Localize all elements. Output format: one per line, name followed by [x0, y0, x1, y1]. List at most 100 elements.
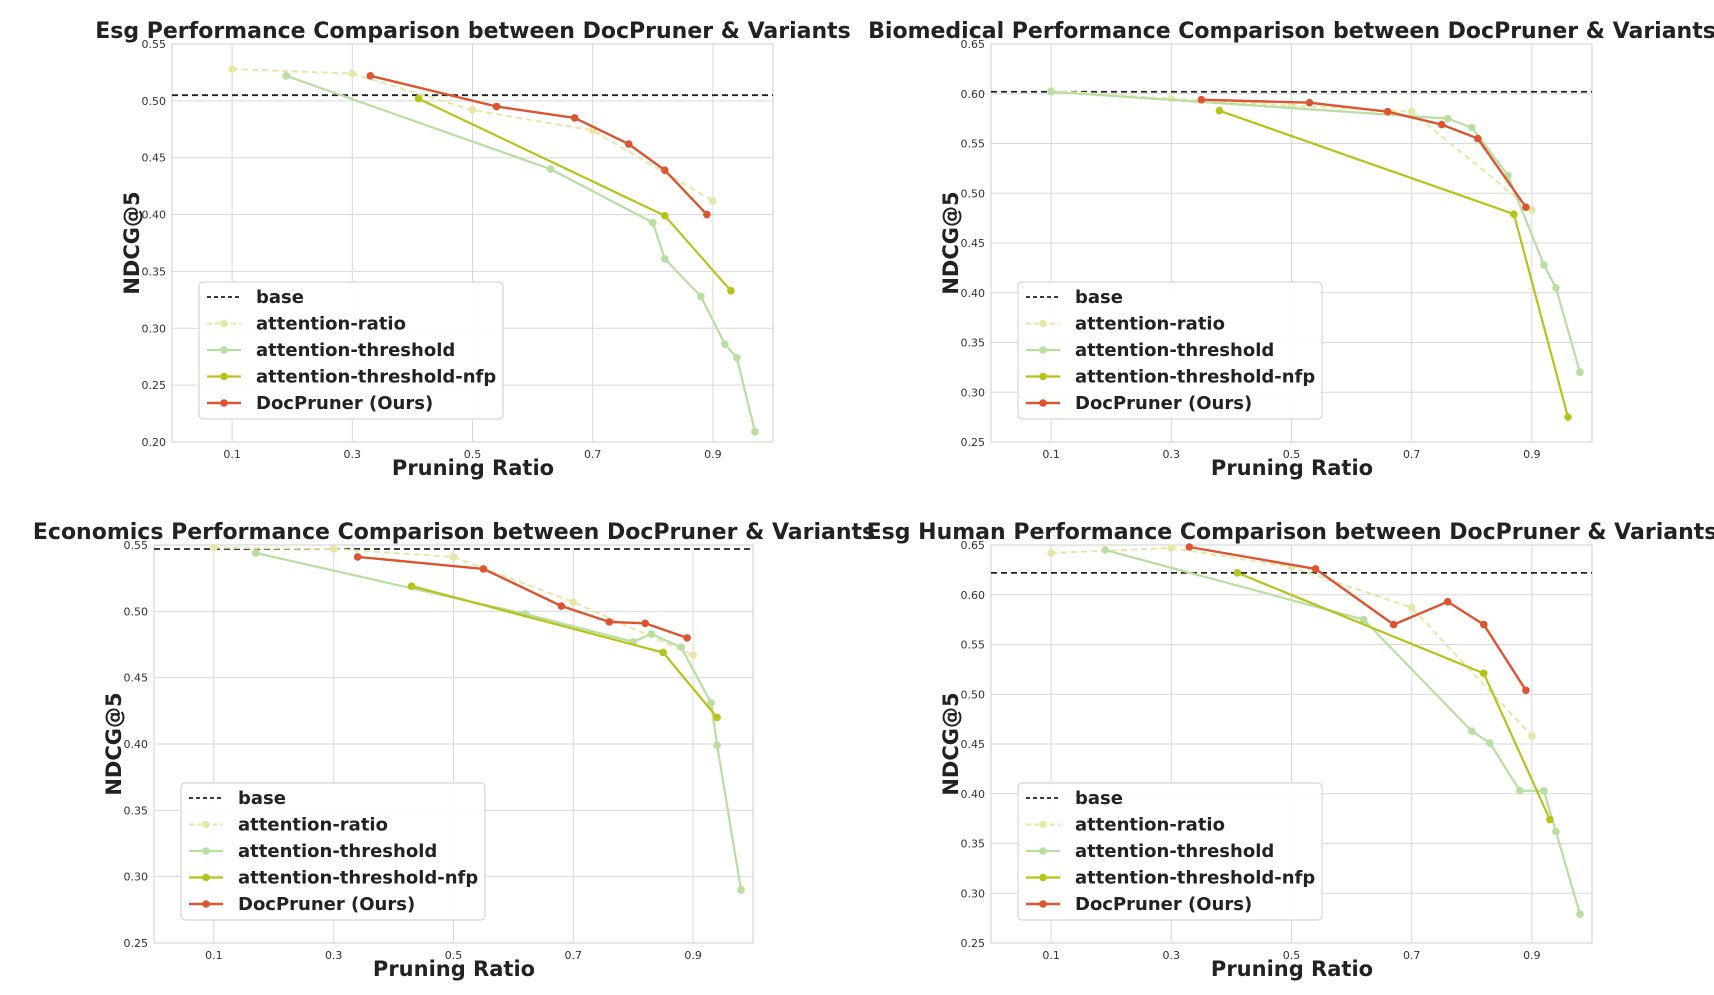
data-point [661, 255, 669, 263]
series-attention-ratio [1047, 544, 1536, 740]
data-point [703, 210, 711, 219]
legend-label: attention-threshold [1075, 340, 1274, 361]
legend: base attention-ratio attention-threshold at… [1017, 782, 1323, 921]
legend: base attention-ratio attention-threshold at… [1017, 281, 1323, 420]
data-point [252, 549, 260, 557]
y-tick-label: 0.35 [961, 337, 986, 350]
series-attention-threshold [282, 72, 759, 436]
x-tick-label: 0.1 [223, 448, 241, 461]
data-point [1468, 727, 1476, 735]
legend-item-attention-threshold-nfp: attention-threshold-nfp [189, 868, 478, 889]
plot-area: 0.1 0.3 0.5 0.7 0.9 0.25 0.30 0.35 0.40 0.45 0.50 0… [124, 539, 754, 962]
y-tick-label: 0.55 [124, 539, 149, 552]
y-tick-label: 0.40 [961, 788, 986, 801]
chart-economics: Economics Performance Comparison between… [33, 520, 875, 981]
y-tick-label: 0.65 [961, 38, 986, 51]
data-point [697, 292, 705, 301]
data-point [1528, 732, 1536, 740]
series-docpruner-ours [1185, 543, 1530, 695]
legend-marker [202, 847, 210, 855]
x-tick-label: 0.1 [1042, 448, 1060, 461]
data-point [1437, 120, 1446, 129]
x-tick-label: 0.5 [1283, 448, 1301, 461]
data-point [649, 218, 657, 227]
legend-marker [202, 900, 210, 908]
chart-esg: Esg Performance Comparison between DocPr… [95, 19, 851, 480]
data-point [414, 94, 423, 103]
data-point [329, 545, 338, 553]
plot-area: 0.1 0.3 0.5 0.7 0.9 0.25 0.30 0.35 0.40 0.45 0.50 0… [961, 38, 1593, 461]
legend-label: attention-threshold [1075, 841, 1274, 862]
series-line [370, 74, 708, 216]
data-point [1576, 910, 1584, 918]
x-axis-label: Pruning Ratio [373, 957, 535, 981]
series-attention-threshold [1047, 87, 1584, 377]
data-point [659, 648, 667, 657]
y-tick-label: 0.55 [961, 639, 986, 652]
x-tick-label: 0.5 [445, 949, 463, 962]
x-tick-label: 0.9 [684, 949, 702, 962]
x-tick-label: 0.5 [1283, 949, 1301, 962]
data-point [641, 619, 649, 628]
x-tick-label: 0.3 [325, 949, 343, 962]
x-axis-label: Pruning Ratio [1211, 957, 1373, 981]
legend-item-attention-threshold: attention-threshold [1026, 841, 1274, 862]
data-point [1215, 106, 1224, 115]
data-point [479, 565, 488, 573]
data-point [407, 582, 416, 590]
data-point [713, 741, 721, 750]
y-tick-label: 0.40 [961, 287, 986, 300]
data-point [348, 69, 357, 78]
data-point [1552, 827, 1560, 836]
data-point [1383, 107, 1392, 116]
y-tick-label: 0.55 [142, 38, 167, 51]
data-point [557, 602, 566, 610]
legend-item-docpruner-ours: DocPruner (Ours) [1026, 894, 1252, 915]
legend-marker [1039, 900, 1047, 908]
chart-title: Biomedical Performance Comparison betwee… [868, 19, 1714, 44]
series-attention-ratio [210, 543, 697, 659]
series-docpruner-ours [366, 72, 711, 219]
legend-item-attention-ratio: attention-ratio [1026, 815, 1225, 836]
legend-marker [1039, 399, 1047, 407]
series-line [1201, 98, 1527, 208]
legend-marker [1039, 820, 1047, 829]
legend-label: DocPruner (Ours) [238, 894, 415, 915]
legend-label: attention-ratio [256, 314, 406, 335]
legend-marker [1039, 372, 1047, 381]
data-point [689, 651, 697, 659]
x-tick-label: 0.1 [205, 949, 223, 962]
legend-item-docpruner-ours: DocPruner (Ours) [1026, 393, 1252, 414]
y-tick-label: 0.25 [961, 436, 986, 449]
legend-item-attention-threshold-nfp: attention-threshold-nfp [1026, 367, 1315, 388]
data-point [1474, 134, 1482, 143]
data-point [1407, 603, 1416, 612]
legend-label: base [1075, 287, 1123, 308]
data-point [1233, 569, 1242, 577]
y-axis-label: NDCG@5 [939, 191, 963, 294]
series-line [255, 551, 743, 891]
legend-marker [220, 399, 228, 407]
legend-item-attention-threshold: attention-threshold [1026, 340, 1274, 361]
legend-item-base: base [189, 788, 286, 809]
data-point [1468, 123, 1476, 132]
series-attention-threshold [1101, 546, 1584, 918]
chart-esg-human: Esg Human Performance Comparison between… [867, 520, 1714, 981]
y-tick-label: 0.25 [124, 937, 149, 950]
data-point [1540, 786, 1548, 795]
series-attention-threshold-nfp [1233, 569, 1554, 824]
data-point [1443, 114, 1452, 123]
legend-box [198, 281, 504, 420]
legend-marker [1039, 346, 1047, 354]
x-tick-label: 0.5 [464, 448, 482, 461]
y-tick-label: 0.50 [961, 688, 986, 701]
x-tick-label: 0.9 [704, 448, 722, 461]
x-tick-label: 0.7 [584, 448, 602, 461]
legend-item-base: base [207, 287, 304, 308]
series-attention-threshold-nfp [414, 94, 735, 295]
data-point [1167, 544, 1176, 552]
y-tick-label: 0.30 [142, 322, 167, 335]
legend-label: DocPruner (Ours) [1075, 393, 1252, 414]
y-tick-label: 0.25 [961, 937, 986, 950]
series-line [1104, 548, 1582, 915]
